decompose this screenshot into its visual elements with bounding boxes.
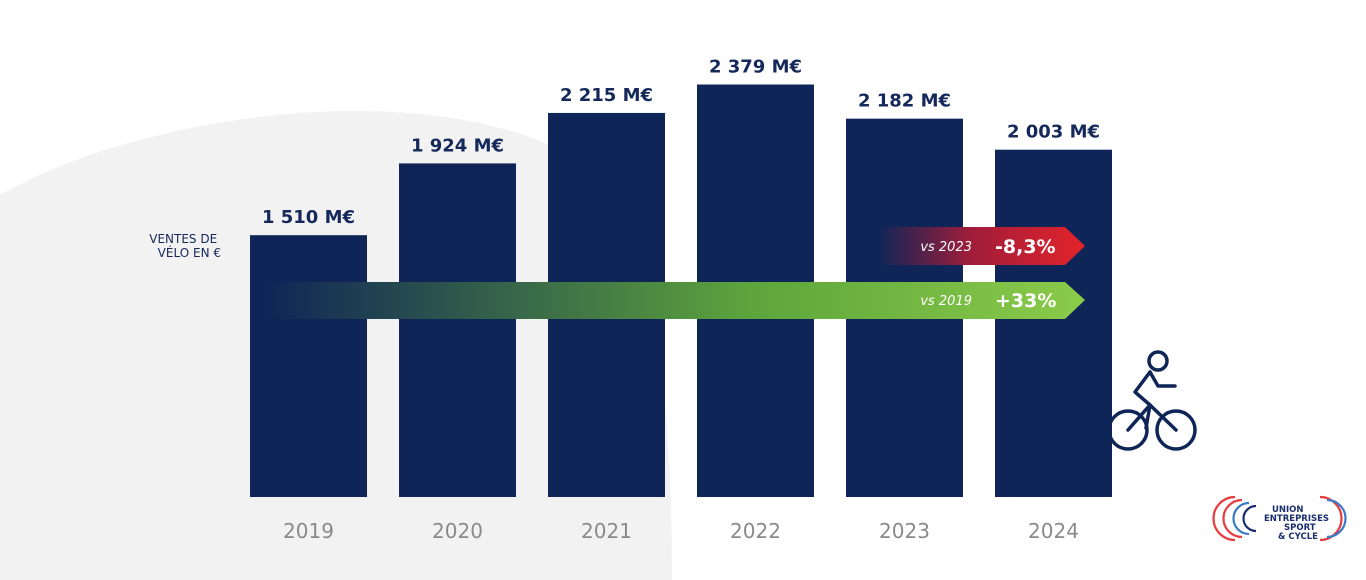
- value-label-2022: 2 379 M€: [709, 57, 802, 78]
- y-axis-label: VENTES DE VÉLO EN €: [149, 232, 221, 260]
- cyclist-arm: [1148, 370, 1177, 388]
- value-labels-group: 1 510 M€ 1 924 M€ 2 215 M€ 2 379 M€ 2 182 M€…: [262, 57, 1100, 229]
- arrow-green-value: +33%: [995, 290, 1056, 312]
- value-label-2024: 2 003 M€: [1007, 122, 1100, 143]
- logo-line-1: UNION: [1272, 505, 1304, 515]
- x-tick-2024: 2024: [1028, 519, 1079, 543]
- arrow-red-shape: [878, 227, 1085, 265]
- logo-line-2: ENTREPRISES: [1264, 514, 1329, 524]
- cyclist-rear-wheel: [1107, 409, 1149, 451]
- arrow-green-shape: [265, 282, 1085, 319]
- value-label-2019: 1 510 M€: [262, 207, 355, 228]
- logo-arc-2: [1222, 498, 1243, 539]
- bar-2020: [399, 163, 516, 497]
- logo-arc-4: [1242, 504, 1257, 533]
- value-label-2023: 2 182 M€: [858, 91, 951, 112]
- bar-2019: [250, 235, 367, 497]
- union-sport-cycle-logo: UNION ENTREPRISES SPORT & CYCLE: [1212, 495, 1347, 542]
- value-label-2020: 1 924 M€: [411, 135, 504, 156]
- value-label-2021: 2 215 M€: [560, 85, 653, 106]
- x-tick-labels-group: 2019 2020 2021 2022 2023 2024: [283, 519, 1079, 543]
- logo-arc-6: [1326, 498, 1347, 539]
- arrow-red-caption: vs 2023: [920, 240, 972, 255]
- x-tick-2019: 2019: [283, 519, 334, 543]
- x-tick-2020: 2020: [432, 519, 483, 543]
- cyclist-frame: [1126, 403, 1178, 432]
- logo-arc-5: [1319, 495, 1343, 542]
- bar-2024: [995, 149, 1112, 498]
- x-tick-2021: 2021: [581, 519, 632, 543]
- cyclist-body: [1133, 370, 1152, 430]
- logo-line-4: & CYCLE: [1278, 532, 1318, 542]
- cyclist-head: [1147, 350, 1169, 372]
- logo-arc-3: [1232, 501, 1250, 536]
- arrow-green-caption: vs 2019: [920, 294, 972, 309]
- cyclist-front-wheel: [1155, 409, 1197, 451]
- y-axis-label-line-2: VÉLO EN €: [158, 245, 221, 260]
- arrow-vs-2023: vs 2023 -8,3%: [878, 227, 1085, 265]
- x-tick-2023: 2023: [879, 519, 930, 543]
- arrow-red-value: -8,3%: [995, 236, 1056, 258]
- logo-line-3: SPORT: [1284, 523, 1316, 533]
- arrow-vs-2019: vs 2019 +33%: [265, 282, 1085, 319]
- cyclist-icon: [1107, 350, 1197, 451]
- logo-arc-1: [1212, 495, 1236, 542]
- x-tick-2022: 2022: [730, 519, 781, 543]
- y-axis-label-line-1: VENTES DE: [149, 232, 217, 246]
